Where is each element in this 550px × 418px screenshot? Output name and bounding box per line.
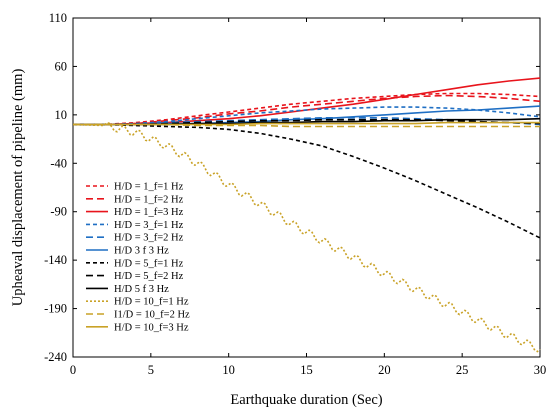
- legend-label-5: H/D = 3_f=2 Hz: [114, 233, 184, 244]
- legend: H/D = 1_f=1 HzH/D = 1_f=2 Hz H/D = 1_f=3 …: [86, 182, 190, 333]
- x-tick-label: 5: [148, 363, 154, 377]
- legend-label-10: H/D = 10_f=1 Hz: [114, 297, 189, 308]
- y-axis-title: Upheaval displacement of pipeline (mm): [10, 69, 26, 307]
- series-line-1: [73, 92, 541, 126]
- series-line-10: [72, 121, 541, 353]
- axes: 0 5 10 15 20 25 30 110 60 10 -40 -90 -140 -190 -240: [44, 11, 546, 377]
- y-tick-label: -190: [44, 302, 67, 316]
- x-tick-label: 30: [534, 363, 547, 377]
- x-tick-label: 20: [378, 363, 391, 377]
- x-tick-label: 0: [70, 363, 76, 377]
- series-group: [72, 77, 541, 353]
- y-tick-label: 110: [49, 11, 67, 25]
- legend-label-7: H/D = 5_f=1 Hz: [114, 258, 184, 269]
- legend-label-9: H/D 5 f 3 Hz: [114, 284, 169, 295]
- series-line-4: [73, 106, 541, 126]
- legend-label-6: H/D 3 f 3 Hz: [114, 246, 169, 257]
- y-tick-label: 10: [55, 108, 68, 122]
- legend-label-4: H/D = 3_f=1 Hz: [114, 220, 184, 231]
- y-tick-label: -240: [44, 350, 67, 364]
- series-line-7: [73, 123, 541, 239]
- x-tick-label: 25: [456, 363, 469, 377]
- x-axis-title: Earthquake duration (Sec): [230, 392, 382, 408]
- series-line-12: [73, 121, 540, 126]
- y-tick-label: 60: [55, 59, 68, 73]
- legend-label-8: H/D = 5_f=2 Hz: [114, 271, 184, 282]
- legend-label-11: I1/D = 10_f=2 Hz: [114, 310, 190, 321]
- x-tick-label: 10: [222, 363, 235, 377]
- legend-label-1: H/D = 1_f=1 Hz: [114, 182, 184, 193]
- legend-label-3: H/D = 1_f=3 Hz: [114, 207, 184, 218]
- legend-label-12: H/D = 10_f=3 Hz: [114, 322, 189, 333]
- legend-label-2: H/D = 1_f=2 Hz: [114, 194, 184, 205]
- y-tick-label: -40: [50, 156, 67, 170]
- y-tick-label: -90: [50, 205, 67, 219]
- x-tick-label: 15: [300, 363, 313, 377]
- y-tick-label: -140: [44, 253, 67, 267]
